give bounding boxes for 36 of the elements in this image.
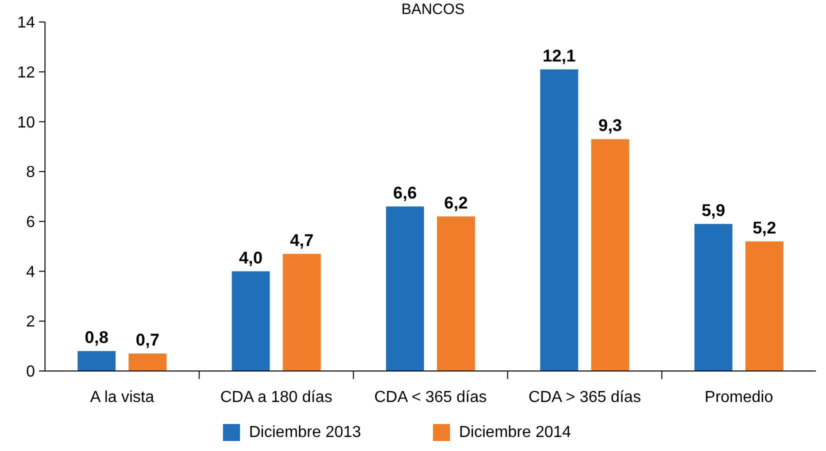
data-label: 5,9: [702, 200, 726, 220]
y-tick-label: 10: [17, 114, 36, 132]
x-tick-label: A la vista: [90, 389, 154, 406]
chart-title: BANCOS: [401, 1, 465, 18]
data-label: 12,1: [542, 46, 576, 66]
bar: [282, 254, 321, 371]
data-label: 9,3: [598, 116, 622, 136]
x-tick-label: Promedio: [704, 389, 774, 406]
legend-label: Diciembre 2013: [249, 424, 362, 441]
x-tick-label: CDA < 365 días: [374, 389, 487, 406]
bar: [745, 241, 784, 371]
legend-label: Diciembre 2014: [459, 424, 572, 441]
y-tick-label: 14: [17, 14, 36, 32]
y-tick-label: 2: [26, 314, 36, 331]
bar: [437, 216, 475, 371]
bar: [386, 206, 424, 371]
data-label: 0,7: [136, 330, 160, 350]
data-label: 5,2: [752, 218, 776, 238]
x-tick-label: CDA > 365 días: [528, 389, 641, 406]
bar: [232, 271, 270, 371]
bar: [128, 354, 167, 371]
y-tick-label: 8: [26, 164, 36, 182]
data-label: 4,7: [290, 230, 314, 250]
x-tick-label: CDA a 180 días: [220, 389, 332, 406]
data-label: 0,8: [84, 328, 108, 348]
data-label: 4,0: [238, 248, 263, 268]
data-label: 6,6: [393, 183, 417, 202]
y-tick-label: 4: [26, 264, 36, 281]
bar: [591, 139, 630, 371]
y-tick-label: 0: [26, 364, 36, 381]
bar: [694, 224, 732, 371]
y-tick-label: 12: [17, 64, 36, 82]
bar: [78, 351, 116, 371]
bar: [540, 69, 578, 371]
y-tick-label: 6: [26, 214, 36, 232]
data-label: 6,2: [444, 193, 468, 212]
